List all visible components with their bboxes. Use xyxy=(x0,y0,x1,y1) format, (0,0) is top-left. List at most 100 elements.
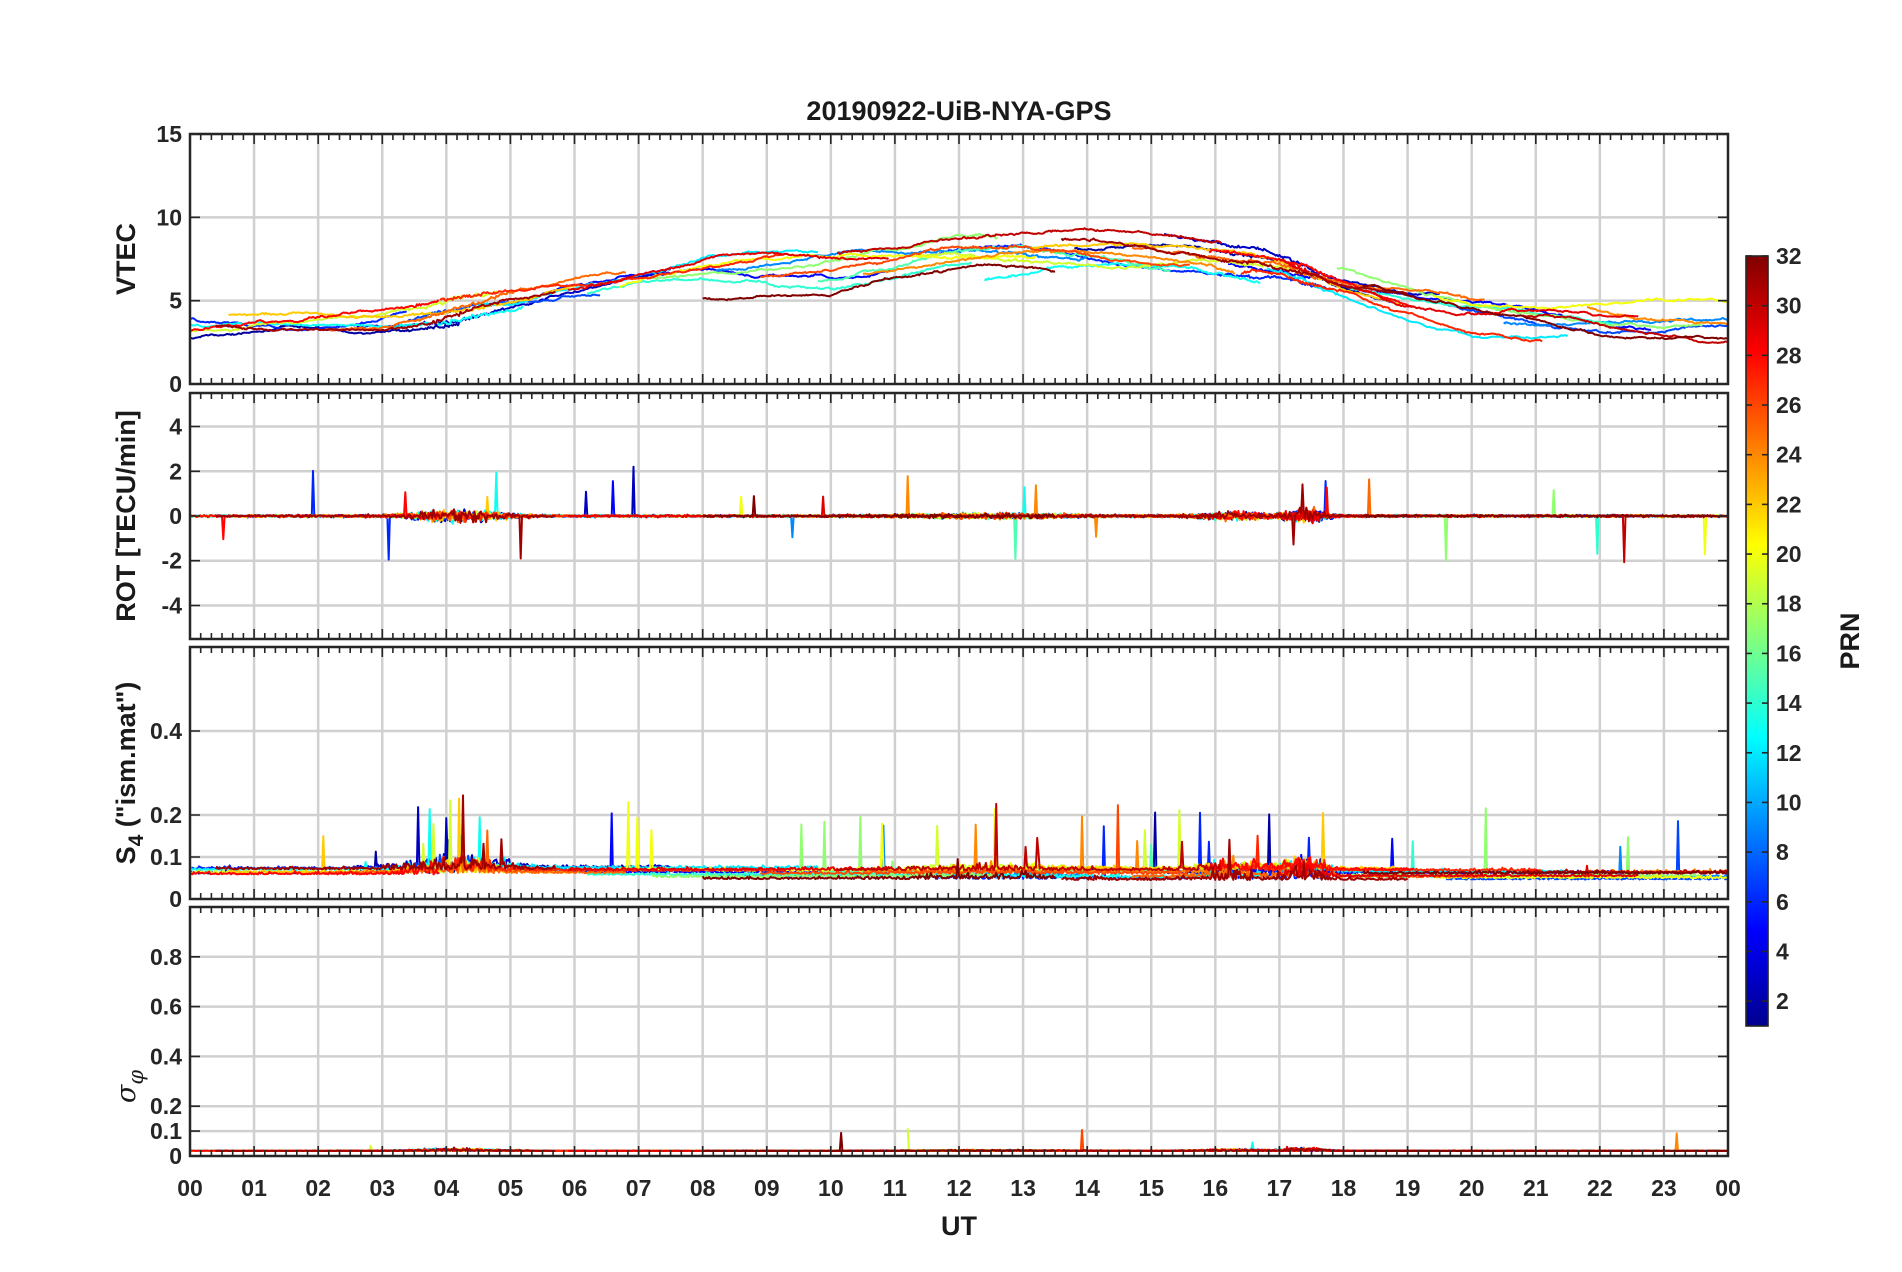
chart-title: 20190922-UiB-NYA-GPS xyxy=(806,96,1111,126)
trace-prn28-pass2 xyxy=(1207,856,1415,871)
y-tick-label: -4 xyxy=(162,592,183,618)
colorbar-gradient xyxy=(1745,255,1769,1027)
trace-prn24-pass1 xyxy=(862,475,1236,538)
trace-prn27-pass2 xyxy=(1240,268,1543,343)
panel-s4: 0 0.1 0.2 0.4S4 ("ism.mat") xyxy=(111,645,1730,912)
x-tick-label: 02 xyxy=(305,1175,331,1201)
tick-marks xyxy=(189,133,1729,385)
trace-prn31-pass1 xyxy=(215,1146,556,1152)
trace-prn7-pass1 xyxy=(407,293,601,323)
colorbar-tick-label: 14 xyxy=(1776,690,1802,716)
x-tick-label: 16 xyxy=(1203,1175,1229,1201)
trace-prn20-pass1 xyxy=(618,801,1037,872)
trace-prn22-pass1 xyxy=(228,283,582,320)
x-tick-label: 12 xyxy=(946,1175,972,1201)
x-tick-label: 04 xyxy=(434,1175,460,1201)
trace-prn13-pass2 xyxy=(983,262,1261,284)
y-tick-label: 0.1 xyxy=(150,1118,182,1144)
y-tick-label: 0 xyxy=(169,886,182,912)
x-tick-label: 11 xyxy=(883,1175,908,1201)
y-tick-labels-sigphi: 00.10.2 0.4 0.6 0.8 xyxy=(150,944,182,1169)
x-tick-label: 13 xyxy=(1010,1175,1036,1201)
ticks-vtec xyxy=(189,133,1729,385)
y-tick-labels-s4: 0 0.1 0.2 0.4 xyxy=(150,718,182,912)
trace-prn25-pass1 xyxy=(323,829,627,875)
trace-prn26-pass1 xyxy=(760,1129,1190,1152)
trace-prn32-pass2 xyxy=(1362,1149,1728,1152)
trace-prn29-pass1 xyxy=(568,865,889,872)
grid-sigphi xyxy=(190,907,1728,1156)
trace-prn29-pass1 xyxy=(568,251,889,291)
colorbar-label: PRN xyxy=(1835,612,1865,669)
colorbar-tick-label: 24 xyxy=(1776,442,1802,468)
x-axis-label: UT xyxy=(941,1211,977,1241)
trace-prn26-pass1 xyxy=(760,244,1190,278)
colorbar-tick-label: 28 xyxy=(1776,342,1802,368)
trace-prn32-pass1 xyxy=(702,263,1056,302)
x-tick-label: 21 xyxy=(1523,1175,1549,1201)
x-tick-label: 20 xyxy=(1459,1175,1485,1201)
grid-vtec xyxy=(190,132,1728,384)
x-tick-label: 22 xyxy=(1587,1175,1613,1201)
y-axis-label-vtec: VTEC xyxy=(111,223,141,295)
ticks-rot xyxy=(189,393,1729,639)
ticks-sigphi xyxy=(189,907,1729,1157)
trace-prn28-pass1 xyxy=(190,860,440,876)
trace-prn32-pass1 xyxy=(702,495,1056,520)
tick-marks xyxy=(189,393,1729,639)
x-tick-label: 08 xyxy=(690,1175,716,1201)
traces-vtec xyxy=(190,227,1728,344)
x-tick-label: 23 xyxy=(1651,1175,1677,1201)
x-tick-label: 00 xyxy=(1715,1175,1741,1201)
x-tick-label: 03 xyxy=(369,1175,395,1201)
y-tick-label: 5 xyxy=(169,288,182,314)
trace-prn31-pass2 xyxy=(1060,237,1408,295)
trace-prn14-pass2 xyxy=(1349,513,1614,555)
trace-prn9-pass1 xyxy=(715,247,1088,272)
trace-prn31-pass1 xyxy=(215,290,556,332)
y-tick-label: 4 xyxy=(169,414,182,440)
x-tick-label: 00 xyxy=(177,1175,203,1201)
x-tick-label: 19 xyxy=(1395,1175,1421,1201)
colorbar-tick-label: 26 xyxy=(1776,392,1802,418)
grid-s4 xyxy=(190,647,1728,899)
y-axis-label-rot: ROT [TECU/min] xyxy=(111,410,141,621)
trace-prn32-pass1 xyxy=(702,1131,1056,1152)
trace-prn32-pass2 xyxy=(1362,283,1728,340)
panel-sigphi: 00.10.2 0.4 0.6 0.8 σφ xyxy=(111,905,1730,1169)
y-tick-label: 0.4 xyxy=(150,718,182,744)
trace-prn24-pass2 xyxy=(1587,1132,1728,1152)
y-tick-label: 0.8 xyxy=(150,944,182,970)
x-tick-label: 17 xyxy=(1267,1175,1293,1201)
ticks-s4 xyxy=(189,647,1729,900)
y-tick-label: -2 xyxy=(162,548,182,574)
trace-prn5-pass1 xyxy=(541,812,896,874)
y-tick-labels-rot: -4 -2 0 2 4 xyxy=(162,414,183,619)
trace-prn20-pass2 xyxy=(1432,294,1728,310)
y-tick-label: 15 xyxy=(156,121,182,147)
trace-prn30-pass1 xyxy=(837,227,1223,255)
trace-prn31-pass2 xyxy=(1060,483,1408,546)
trace-prn20-pass2 xyxy=(1432,513,1728,556)
y-tick-label: 0.6 xyxy=(150,994,182,1020)
trace-prn31-pass1 xyxy=(215,508,556,560)
trace-prn30-pass2 xyxy=(1522,513,1728,564)
x-tick-label: 14 xyxy=(1074,1175,1100,1201)
trace-prn29-pass2 xyxy=(1278,858,1639,878)
colorbar-tick-label: 30 xyxy=(1776,293,1802,319)
trace-prn15-pass1 xyxy=(818,512,1171,560)
trace-prn5-pass1 xyxy=(541,480,895,519)
trace-prn25-pass1 xyxy=(324,271,627,332)
x-tick-label: 15 xyxy=(1138,1175,1164,1201)
x-tick-labels: 00 01 02 03 04 05 06 07 08 09 10 11 12 13 14 15 16 17 18 19… xyxy=(177,1175,1741,1201)
colorbar-tick-label: 22 xyxy=(1776,491,1802,517)
colorbar-tick-label: 2 xyxy=(1776,988,1789,1014)
y-tick-label: 10 xyxy=(156,204,182,230)
colorbar-tick-label: 10 xyxy=(1776,789,1802,815)
trace-prn32-pass2 xyxy=(1362,869,1728,875)
trace-prn14-pass1 xyxy=(586,261,973,295)
